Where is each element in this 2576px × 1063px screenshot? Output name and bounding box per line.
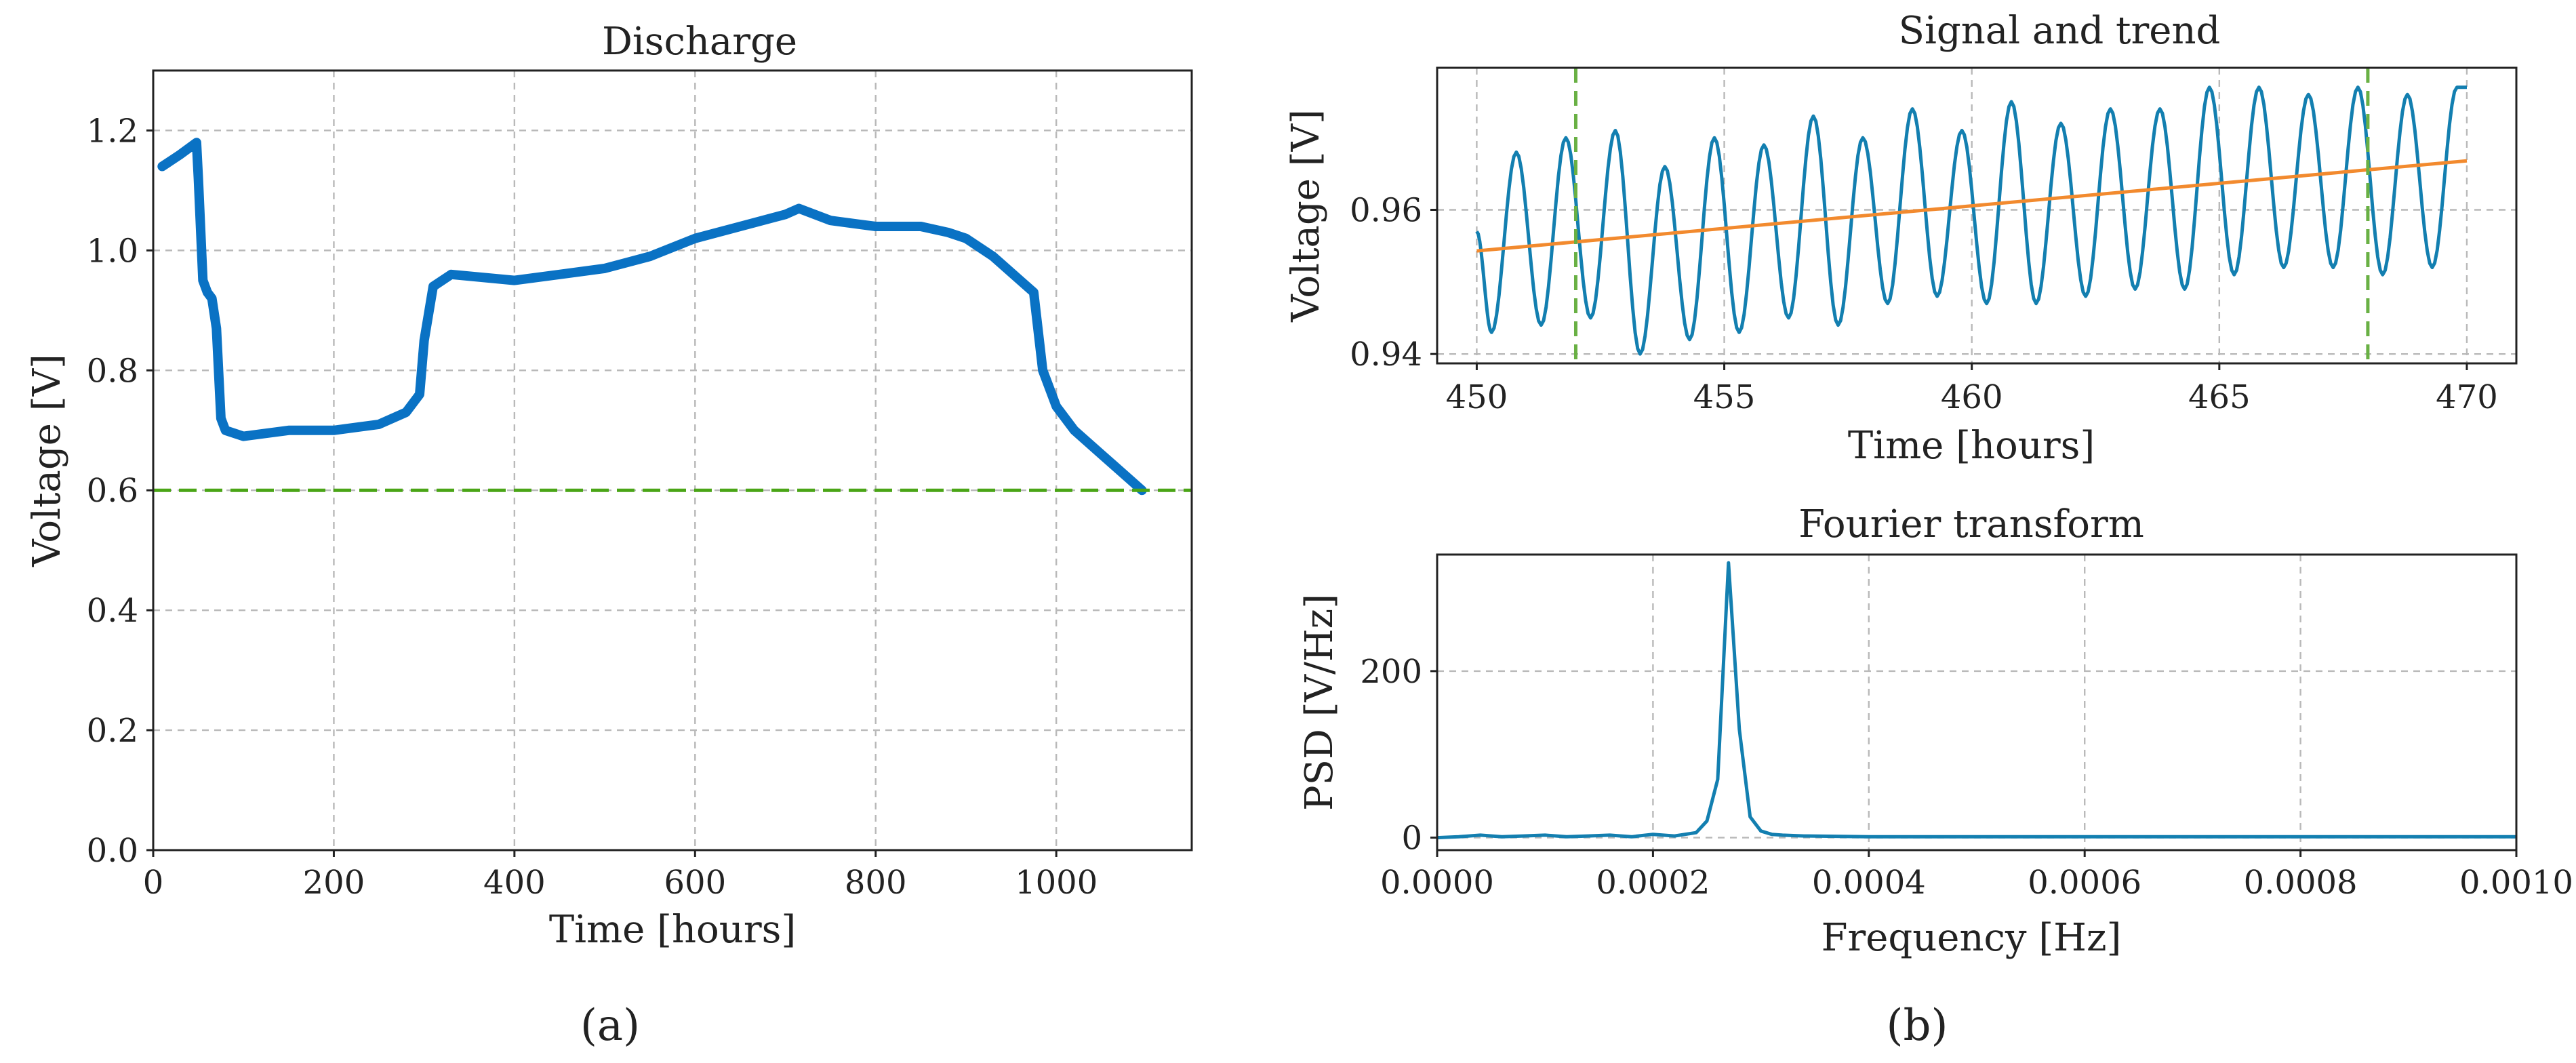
- fourier-y-tick-label: 0: [1401, 820, 1422, 858]
- discharge-gridlines: [152, 71, 1192, 851]
- signal-trend-x-tick-label: 460: [1941, 378, 2003, 416]
- fourier-title: Fourier transform: [1798, 502, 2144, 546]
- discharge-y-tick-label: 1.2: [87, 112, 138, 150]
- discharge-title: Discharge: [602, 20, 797, 64]
- fourier-x-tick-label: 0.0010: [2459, 864, 2573, 902]
- signal-trend-x-tick-label: 455: [1693, 378, 1756, 416]
- discharge-x-tick-label: 200: [303, 864, 365, 902]
- fourier-x-tick-label: 0.0000: [1380, 864, 1494, 902]
- signal-trend-x-tick-label: 465: [2188, 378, 2251, 416]
- fourier-ylabel: PSD [V/Hz]: [1297, 594, 1342, 811]
- discharge-x-tick-label: 1000: [1015, 864, 1098, 902]
- fourier-y-tick-label: 200: [1360, 653, 1422, 691]
- signal-trend-x-tick-label: 450: [1446, 378, 1508, 416]
- discharge-ylabel: Voltage [V]: [25, 354, 69, 567]
- discharge-tick-labels: 0 200 400 600 800 1000 0.0 0.2 0.4 0.6 0.8 1.0 1.2: [87, 112, 1098, 902]
- signal-trend-gridlines: [1437, 68, 2516, 363]
- fourier-plot-area: [1436, 561, 2516, 840]
- psd-line: [1436, 561, 2516, 840]
- signal-trend-y-tick-label: 0.96: [1350, 191, 1422, 229]
- panel-label-a: (a): [580, 1001, 640, 1051]
- fourier-gridlines: [1436, 555, 2518, 850]
- discharge-y-tick-label: 0.2: [87, 712, 138, 750]
- fourier-axes-frame: [1436, 553, 2518, 851]
- discharge-y-tick-label: 0.6: [87, 472, 138, 510]
- discharge-y-tick-label: 0.4: [87, 592, 138, 630]
- discharge-y-tick-label: 0.0: [87, 832, 138, 870]
- discharge-voltage-line: [157, 138, 1147, 496]
- fourier-x-tick-label: 0.0008: [2244, 864, 2358, 902]
- panel-label-b: (b): [1887, 1001, 1948, 1051]
- fourier-x-tick-label: 0.0004: [1812, 864, 1926, 902]
- signal-trend-xlabel: Time [hours]: [1848, 424, 2095, 468]
- signal-trend-ylabel: Voltage [V]: [1284, 109, 1328, 323]
- discharge-x-tick-label: 400: [483, 864, 546, 902]
- signal-trend-plot-area: [1475, 68, 2468, 363]
- discharge-y-tick-label: 1.0: [87, 232, 138, 270]
- fourier-chart: Fourier transform 0.0000 0.0002 0.0004 0.00…: [1297, 502, 2573, 960]
- signal-trend-y-tick-label: 0.94: [1350, 336, 1422, 374]
- signal-line: [1475, 85, 2468, 356]
- discharge-chart: Discharge 0 200 400 600 800 10000.00.20.40.60…: [25, 20, 1193, 952]
- discharge-x-tick-label: 600: [664, 864, 726, 902]
- discharge-axes-frame: [152, 69, 1193, 851]
- discharge-x-tick-label: 0: [143, 864, 164, 902]
- discharge-x-tick-label: 800: [845, 864, 907, 902]
- trend-line: [1476, 159, 2468, 253]
- signal-trend-title: Signal and trend: [1899, 9, 2221, 53]
- signal-trend-tick-labels: 450 455 460 465 470 0.94 0.96: [1350, 191, 2498, 416]
- fourier-x-tick-label: 0.0002: [1596, 864, 1710, 902]
- fourier-tick-labels: 0.0000 0.0002 0.0004 0.0006 0.0008 0.0010 0 200: [1360, 653, 2573, 902]
- signal-trend-axes-frame: [1436, 66, 2518, 365]
- signal-trend-x-tick-label: 470: [2436, 378, 2498, 416]
- discharge-xlabel: Time [hours]: [549, 908, 796, 952]
- discharge-plot-area: [153, 138, 1192, 496]
- fourier-x-tick-label: 0.0006: [2028, 864, 2141, 902]
- signal-trend-chart: Signal and trend 450 455 460 465 470 0.94 0.96…: [1284, 9, 2518, 468]
- discharge-y-tick-label: 0.8: [87, 352, 138, 390]
- fourier-xlabel: Frequency [Hz]: [1822, 916, 2122, 960]
